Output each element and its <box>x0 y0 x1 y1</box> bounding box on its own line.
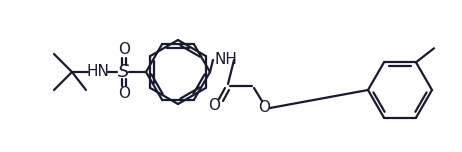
Text: NH: NH <box>214 52 237 67</box>
Text: HN: HN <box>86 64 109 79</box>
Text: O: O <box>208 98 220 114</box>
Text: O: O <box>118 43 130 57</box>
Text: O: O <box>118 86 130 102</box>
Text: S: S <box>118 63 130 81</box>
Text: O: O <box>258 100 270 116</box>
